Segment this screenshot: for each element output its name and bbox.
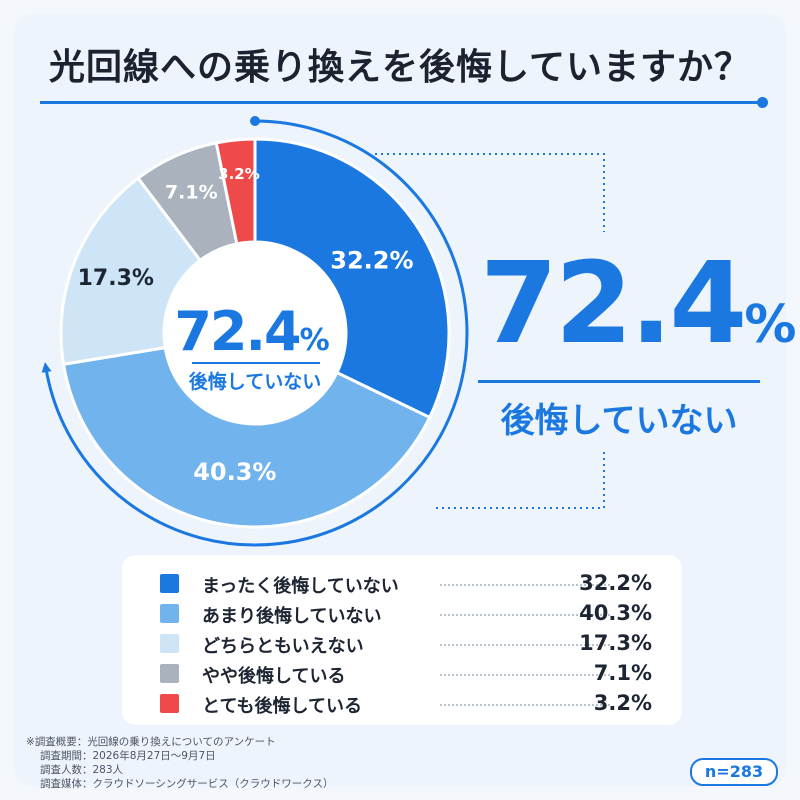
legend-leader [440, 644, 610, 646]
donut-chart: 32.2% 40.3% 17.3% 7.1%3.2% 72.4% 後悔していない [41, 116, 605, 547]
note-key: 調査媒体 [40, 778, 82, 790]
note-value: 2026年8月27日～9月7日 [92, 750, 216, 762]
legend-leader [440, 614, 610, 616]
legend-leader [440, 674, 610, 676]
highlight-underline [478, 380, 760, 383]
note-value: クラウドソーシングサービス（クラウドワークス） [92, 778, 334, 790]
note-value: 283人 [92, 764, 124, 776]
legend-row: あまり後悔していない 40.3% [122, 601, 682, 629]
highlight-number: 72.4 [480, 239, 747, 369]
donut-hole [164, 242, 346, 424]
slice-label: 17.3% [78, 266, 154, 291]
note-key: 調査期間 [40, 750, 82, 762]
note-prefix: ※ [26, 736, 35, 748]
highlight-connector [375, 153, 605, 509]
slice-label: 32.2% [330, 246, 413, 274]
legend-label: とても後悔している [202, 696, 363, 717]
legend-label: あまり後悔していない [202, 606, 382, 627]
legend-value: 32.2% [579, 571, 652, 595]
survey-notes: ※調査概要：光回線の乗り換えについてのアンケート 調査期間：2026年8月27日… [26, 735, 333, 791]
legend-leader [440, 584, 610, 586]
legend-value: 7.1% [593, 661, 652, 685]
highlight-arc-arrow [41, 119, 469, 547]
note-row: ※調査概要：光回線の乗り換えについてのアンケート [26, 736, 276, 748]
legend-swatch [160, 634, 179, 653]
legend-label: まったく後悔していない [202, 576, 399, 597]
legend-swatch [160, 664, 179, 683]
slice-label: 40.3% [193, 458, 276, 486]
highlight-label: 後悔していない [500, 401, 738, 441]
center-value: 72.4% [174, 300, 329, 363]
legend-swatch [160, 694, 179, 713]
title-underline-dot [757, 97, 768, 108]
legend-value: 40.3% [579, 601, 652, 625]
chart-title: 光回線への乗り換えを後悔していますか？ [49, 47, 751, 88]
legend-row: やや後悔している 7.1% [122, 661, 682, 689]
legend-row: とても後悔している 3.2% [122, 691, 682, 719]
legend-value: 3.2% [593, 691, 652, 715]
legend-swatch [160, 574, 179, 593]
legend-label: どちらともいえない [202, 636, 364, 657]
legend-value: 17.3% [579, 631, 652, 655]
legend-label: やや後悔している [202, 666, 346, 687]
note-row: 調査媒体：クラウドソーシングサービス（クラウドワークス） [40, 778, 334, 790]
legend: まったく後悔していない 32.2% あまり後悔していない 40.3% どちらとも… [122, 555, 682, 725]
legend-row: まったく後悔していない 32.2% [122, 571, 682, 599]
highlight-unit: % [744, 295, 797, 355]
legend-leader [440, 704, 610, 706]
note-row: 調査人数：283人 [40, 764, 124, 776]
highlight-arc-dot [250, 116, 260, 126]
note-row: 調査期間：2026年8月27日～9月7日 [40, 750, 216, 762]
sample-size-badge: n=283 [690, 758, 778, 786]
note-key: 調査概要 [34, 736, 77, 748]
center-label: 後悔していない [189, 370, 321, 393]
legend-row: どちらともいえない 17.3% [122, 631, 682, 659]
note-value: 光回線の乗り換えについてのアンケート [87, 736, 276, 748]
legend-swatch [160, 604, 179, 623]
slice-label: 7.1% [165, 182, 218, 204]
note-key: 調査人数 [40, 764, 82, 776]
highlight-value: 72.4% [480, 248, 796, 360]
slice-label: 3.2% [218, 165, 260, 183]
title-underline [40, 101, 762, 104]
